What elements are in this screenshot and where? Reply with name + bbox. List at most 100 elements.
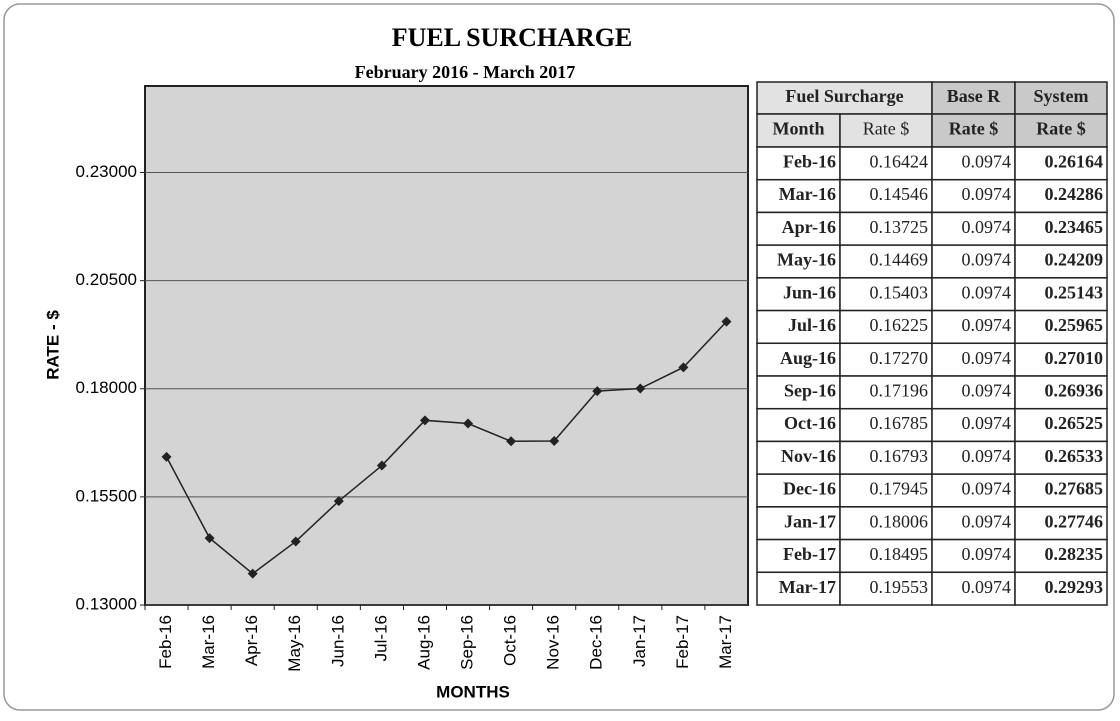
table-text: 0.25143 [1045,282,1104,302]
table-text: Feb-16 [783,151,836,171]
table-text: 0.0974 [962,151,1012,171]
x-tick-label: Nov-16 [544,615,563,670]
table-text: Apr-16 [782,217,836,237]
table-text: Mar-16 [779,184,836,204]
table-cell [1014,506,1108,541]
table-text: 0.0974 [962,380,1012,400]
table-text: Jul-16 [788,315,836,335]
table-cell [1014,375,1108,410]
x-tick-label: May-16 [285,615,304,672]
marker [204,533,215,544]
plot-area [144,85,749,606]
table-text: 0.0974 [962,348,1012,368]
table-cell [839,146,933,181]
marker [333,496,344,507]
table-cell [1014,342,1108,377]
table-cell [931,375,1016,410]
table-text: Nov-16 [781,446,836,466]
table-cell [839,113,933,148]
y-tick-label: 0.23000 [76,162,137,181]
y-tick-label: 0.15500 [76,486,137,505]
table-cell [839,571,933,606]
table-cell [839,309,933,345]
table-text: 0.27685 [1045,479,1104,499]
table-cell [756,146,841,181]
table-text: 0.14546 [870,184,929,204]
table-text: 0.24209 [1045,250,1104,270]
marker [376,460,387,471]
table-text: 0.24286 [1045,184,1104,204]
table-cell [1014,407,1108,443]
table-text: 0.29293 [1045,577,1104,597]
table-text: 0.18495 [870,544,929,564]
marker [247,568,258,579]
table-cell [839,342,933,377]
table-text: Dec-16 [783,479,836,499]
y-tick-label: 0.20500 [76,270,137,289]
table-cell [756,113,841,148]
table-text: 0.0974 [962,217,1012,237]
table-cell [1014,113,1108,148]
table-cell [1014,571,1108,606]
table-cell [931,244,1016,279]
table-text: 0.26525 [1045,413,1104,433]
table-cell [839,178,933,214]
table-text: 0.17270 [870,348,929,368]
x-tick-label: Dec-16 [587,615,606,670]
table-text: Mar-17 [779,577,836,597]
table-cell [839,440,933,475]
x-tick-label: Feb-17 [673,615,692,669]
marker [419,415,430,426]
table-text: 0.27746 [1045,511,1104,531]
x-tick-label: Feb-16 [156,615,175,669]
x-tick-label: Jul-16 [371,615,390,661]
chart-title: FUEL SURCHARGE [392,23,633,52]
table-text: Oct-16 [784,413,836,433]
table-text: Rate $ [863,119,910,139]
marker [635,383,646,394]
table-text: 0.16225 [870,315,929,335]
table-text: Rate $ [949,119,998,139]
table-cell [1014,178,1108,214]
table-text: 0.14469 [870,250,929,270]
table-text: 0.16793 [870,446,929,466]
x-axis-label: MONTHS [436,682,510,701]
x-tick-label: Oct-16 [501,615,520,666]
marker [592,386,603,397]
x-tick-label: Mar-17 [716,615,735,669]
x-tick-label: Sep-16 [458,615,477,670]
table-cell [756,473,841,508]
table-cell [931,506,1016,541]
table-text: Feb-17 [783,544,836,564]
marker [506,436,517,447]
table-text: 0.0974 [962,577,1012,597]
marker [549,435,560,446]
table-cell [756,309,841,345]
table-cell [756,375,841,410]
table-text: 0.0974 [962,413,1012,433]
table-cell [1014,244,1108,279]
table-text: 0.19553 [870,577,929,597]
chart-subtitle: February 2016 - March 2017 [355,62,576,82]
table-text: 0.28235 [1045,544,1104,564]
x-tick-label: Mar-16 [199,615,218,669]
table-cell [1014,440,1108,475]
table-text: Fuel Surcharge [785,86,903,106]
table-text: 0.25965 [1045,315,1104,335]
table-cell [756,81,933,115]
table-text: 0.27010 [1045,348,1104,368]
table-text: Base R [947,86,1002,106]
marker [290,536,301,547]
table-cell [931,342,1016,377]
table-text: 0.0974 [962,315,1012,335]
x-tick-label: Jun-16 [328,615,347,667]
table-text: 0.23465 [1045,217,1104,237]
table-cell [1014,211,1108,246]
marker [678,362,689,373]
table-cell [839,473,933,508]
table-text: 0.0974 [962,446,1012,466]
table-cell [756,506,841,541]
table-cell [839,211,933,246]
table-text: 0.17196 [870,380,929,400]
y-tick-label: 0.13000 [76,594,137,613]
